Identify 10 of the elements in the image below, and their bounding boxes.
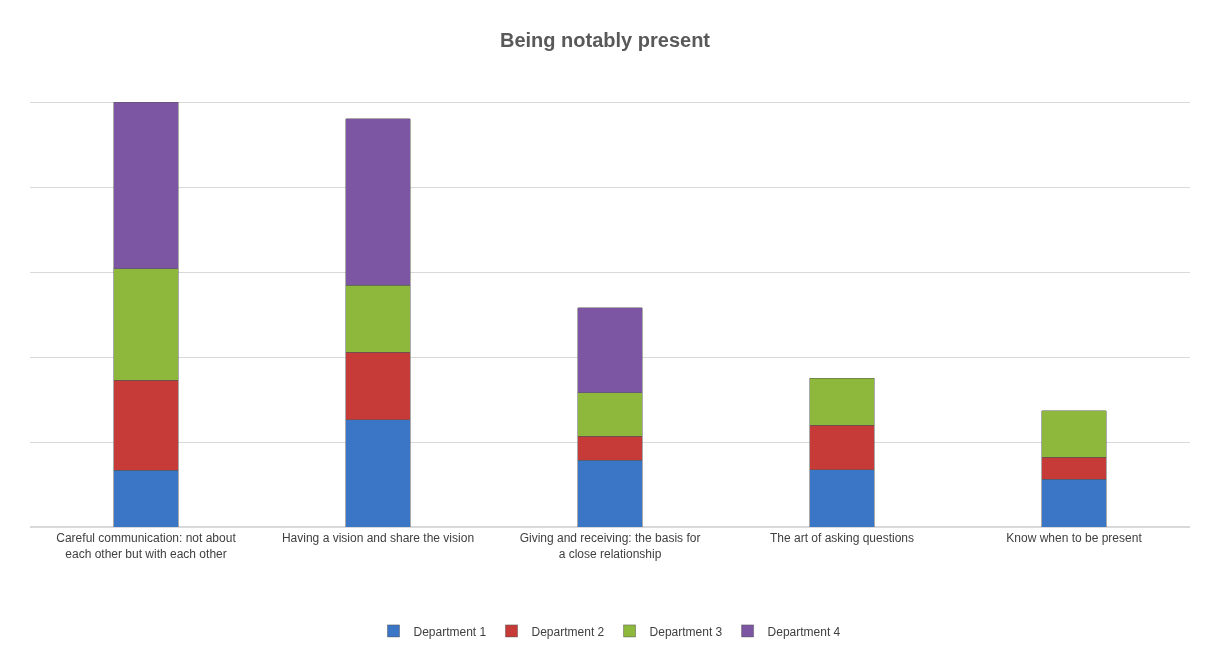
x-tick-label: Having a vision and share the vision	[281, 531, 475, 546]
legend-label: Department 3	[649, 624, 723, 639]
x-tick-label: Know when to be present	[1006, 531, 1143, 546]
legend-label: Department 1	[413, 624, 487, 639]
x-tick-label: The art of asking questions	[769, 531, 915, 546]
chart-title: Being notably present	[499, 28, 711, 51]
x-tick-label: Giving and receiving: the basis for a close relationship	[519, 531, 701, 561]
legend-label: Department 4	[767, 624, 841, 639]
legend-label: Department 2	[531, 624, 605, 639]
x-tick-label: Careful communication: not about each other but with each other	[56, 531, 237, 561]
